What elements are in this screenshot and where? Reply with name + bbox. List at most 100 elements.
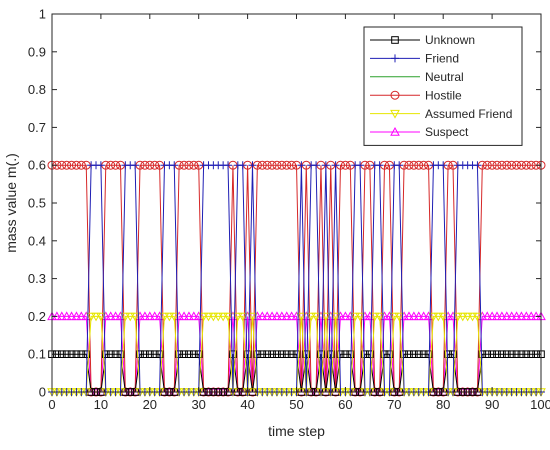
data-point-marker <box>419 350 428 358</box>
data-point-marker <box>492 311 502 321</box>
data-point-marker <box>493 350 501 358</box>
data-point-marker <box>433 312 444 322</box>
data-point-marker <box>262 311 273 321</box>
legend-item: Unknown <box>370 33 475 47</box>
data-point-marker <box>144 311 155 321</box>
data-point-marker <box>507 350 516 358</box>
data-point-marker <box>185 350 193 358</box>
data-point-marker <box>418 311 429 321</box>
data-point-marker <box>419 160 429 170</box>
data-point-marker <box>497 160 507 170</box>
data-point-marker <box>82 350 91 358</box>
data-point-marker <box>105 311 116 321</box>
data-point-marker <box>141 350 149 358</box>
legend-swatch-marker <box>390 126 400 136</box>
data-point-marker <box>91 312 101 322</box>
data-point-marker <box>502 350 511 358</box>
data-point-marker <box>257 160 267 170</box>
data-point-marker <box>410 350 418 358</box>
y-tick-label: 0.7 <box>28 120 46 135</box>
data-point-marker <box>287 350 296 358</box>
data-point-marker <box>169 312 180 322</box>
data-point-marker <box>277 160 287 170</box>
data-point-marker <box>488 350 496 358</box>
axes-layer: 0 10 20 30 40 50 60 70 80 90 100 0 0.1 0.2 0.3 0.4 0.5 0.… <box>28 7 550 413</box>
data-point-marker <box>512 350 521 358</box>
data-point-marker <box>57 350 66 358</box>
data-point-marker <box>341 350 350 358</box>
data-point-marker <box>321 161 330 170</box>
data-point-marker <box>409 160 419 170</box>
data-point-marker <box>516 311 527 321</box>
data-point-marker <box>136 350 144 358</box>
data-point-marker <box>267 160 277 170</box>
data-point-marker <box>175 350 183 358</box>
data-point-marker <box>502 160 512 170</box>
data-point-marker <box>67 350 76 358</box>
data-point-marker <box>238 161 247 170</box>
data-point-marker <box>487 311 497 321</box>
data-point-marker <box>473 161 482 170</box>
data-point-marker <box>483 350 492 358</box>
data-point-marker <box>120 312 131 322</box>
data-point-marker <box>56 311 67 321</box>
legend-swatch-marker <box>390 109 400 119</box>
x-axis-label: time step <box>268 423 325 439</box>
data-point-marker <box>116 350 125 358</box>
data-point-marker <box>263 350 271 358</box>
data-point-marker <box>62 350 71 358</box>
legend-item: Friend <box>370 52 459 66</box>
data-point-marker <box>428 312 439 322</box>
data-point-marker <box>414 160 424 170</box>
data-point-marker <box>258 350 267 358</box>
data-point-marker <box>247 312 258 322</box>
data-point-marker <box>77 350 86 358</box>
data-point-marker <box>438 312 449 322</box>
x-tick-label: 30 <box>191 397 205 412</box>
y-tick-label: 0.6 <box>28 158 46 173</box>
data-point-marker <box>385 350 394 358</box>
data-point-marker <box>521 160 531 170</box>
data-point-marker <box>326 350 335 358</box>
data-point-marker <box>62 160 72 170</box>
data-point-marker <box>213 312 224 322</box>
data-point-marker <box>282 350 291 358</box>
legend-item: Hostile <box>370 88 462 102</box>
data-point-marker <box>453 312 463 322</box>
data-point-marker <box>268 350 276 358</box>
data-point-marker <box>224 161 233 170</box>
data-point-marker <box>346 350 355 358</box>
data-point-marker <box>439 161 448 170</box>
data-point-marker <box>317 350 325 358</box>
data-point-marker <box>306 312 317 322</box>
data-point-marker <box>125 312 136 322</box>
data-point-marker <box>501 311 512 321</box>
data-point-marker <box>498 350 506 358</box>
legend-label: Unknown <box>425 33 475 47</box>
data-point-marker <box>526 160 536 170</box>
data-point-marker <box>101 350 110 358</box>
data-point-marker <box>184 160 194 170</box>
y-tick-label: 0.2 <box>28 309 46 324</box>
data-point-marker <box>297 161 306 170</box>
data-point-marker <box>331 161 340 170</box>
data-point-marker <box>111 160 121 170</box>
data-point-marker <box>287 160 297 170</box>
x-tick-label: 10 <box>94 397 108 412</box>
data-point-marker <box>405 350 413 358</box>
x-tick-label: 90 <box>485 397 499 412</box>
data-point-marker <box>361 350 369 358</box>
data-point-marker <box>296 312 307 322</box>
legend-label: Assumed Friend <box>425 107 512 121</box>
x-tick-label: 60 <box>338 397 352 412</box>
data-point-marker <box>413 311 424 321</box>
legend-swatch-marker <box>391 54 399 63</box>
x-tick-label: 40 <box>240 397 254 412</box>
legend-label: Friend <box>425 52 459 66</box>
x-tick-label: 80 <box>436 397 450 412</box>
data-point-marker <box>179 311 189 321</box>
data-point-marker <box>375 161 384 170</box>
data-point-marker <box>457 312 468 322</box>
data-point-marker <box>159 312 170 322</box>
data-point-marker <box>190 350 198 358</box>
